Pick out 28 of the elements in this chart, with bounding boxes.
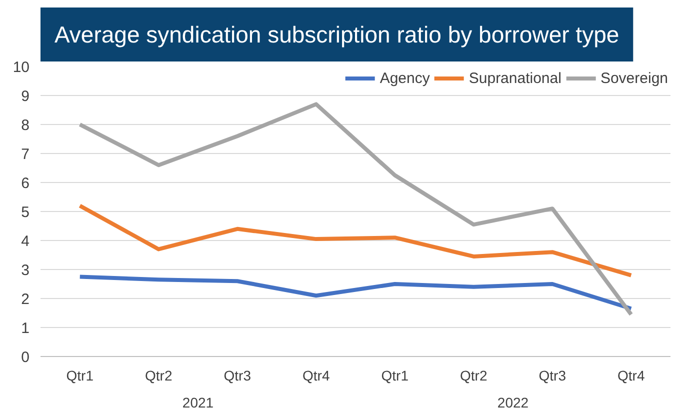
x-tick-label: Qtr4: [302, 368, 330, 384]
x-tick-label: Qtr2: [460, 368, 488, 384]
text: 2021: [182, 394, 214, 410]
y-tick-label: 9: [21, 88, 30, 105]
legend-label: Sovereign: [600, 70, 668, 86]
y-tick-label: 5: [21, 204, 30, 221]
x-tick-label: Qtr1: [381, 368, 409, 384]
x-tick-label: Qtr4: [618, 368, 645, 384]
x-tick-label: Qtr1: [66, 368, 94, 384]
x-tick-label: Qtr3: [224, 368, 252, 384]
y-tick-label: 8: [21, 117, 30, 134]
y-tick-label: 1: [21, 320, 30, 337]
line-series: [78, 102, 634, 316]
text: 2022: [497, 394, 529, 410]
legend-label: Supranational: [468, 70, 562, 86]
legend-label: Agency: [380, 70, 430, 86]
line-series: [78, 274, 634, 311]
y-tick-label: 7: [21, 146, 30, 163]
y-tick-label: 6: [21, 175, 30, 192]
y-tick-label: 4: [21, 233, 30, 250]
y-tick-label: 10: [12, 59, 30, 76]
y-tick-label: 3: [21, 262, 30, 279]
y-tick-label: 0: [21, 349, 30, 366]
x-tick-label: Qtr3: [538, 368, 566, 384]
chart-title: Average syndication subscription ratio by borrower type: [54, 22, 620, 48]
y-tick-label: 2: [21, 291, 30, 308]
line-series: [78, 204, 634, 278]
x-tick-label: Qtr2: [145, 368, 172, 384]
